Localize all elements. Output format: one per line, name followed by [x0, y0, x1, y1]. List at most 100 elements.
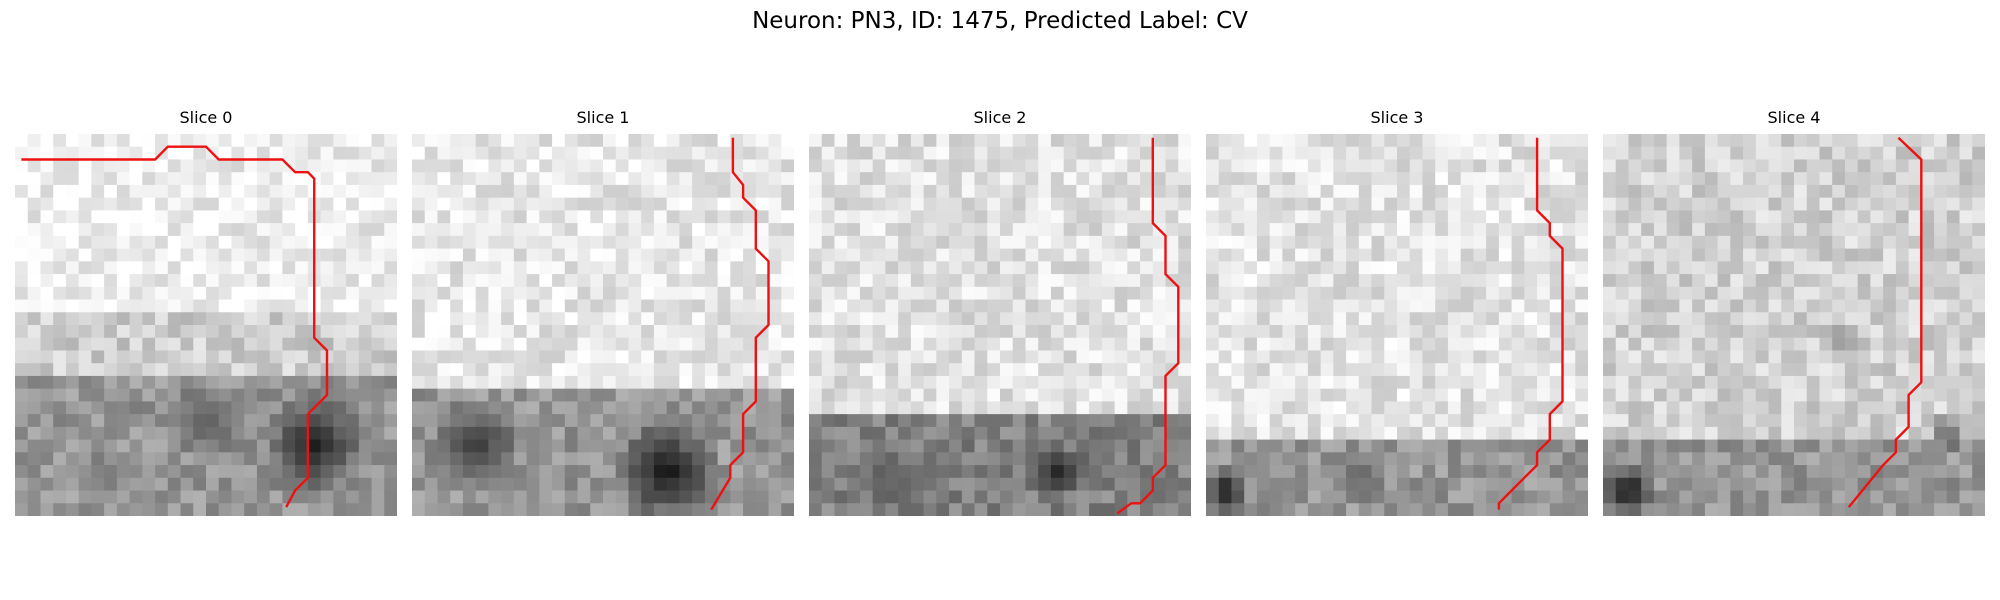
pixel-cell: [679, 426, 693, 441]
pixel-cell: [488, 248, 502, 262]
pixel-cell: [1883, 490, 1897, 504]
pixel-cell: [53, 375, 67, 390]
pixel-cell: [898, 350, 912, 364]
pixel-cell: [1717, 274, 1731, 288]
pixel-cell: [885, 388, 899, 402]
pixel-cell: [346, 363, 360, 377]
pixel-cell: [1152, 261, 1167, 275]
pixel-cell: [1921, 159, 1935, 173]
pixel-cell: [1038, 452, 1052, 466]
pixel-cell: [1409, 439, 1424, 453]
pixel-cell: [1371, 375, 1385, 390]
pixel-cell: [961, 197, 976, 211]
pixel-cell: [781, 503, 794, 516]
pixel-cell: [666, 388, 680, 402]
pixel-cell: [809, 235, 823, 250]
pixel-cell: [1295, 465, 1309, 479]
pixel-cell: [1076, 401, 1090, 415]
pixel-cell: [1101, 146, 1116, 161]
pixel-cell: [743, 363, 757, 377]
pixel-cell: [424, 337, 439, 352]
pixel-cell: [1101, 223, 1116, 237]
pixel-cell: [603, 146, 617, 161]
pixel-cell: [1794, 452, 1808, 466]
pixel-cell: [346, 159, 360, 173]
pixel-cell: [885, 439, 899, 453]
pixel-cell: [1140, 426, 1154, 441]
pixel-cell: [1114, 299, 1128, 313]
pixel-cell: [282, 363, 296, 377]
pixel-cell: [1743, 490, 1757, 504]
pixel-cell: [859, 159, 874, 173]
pixel-cell: [142, 452, 156, 466]
pixel-cell: [129, 388, 143, 402]
pixel-cell: [346, 146, 360, 161]
pixel-cell: [1447, 312, 1462, 326]
pixel-cell: [1844, 159, 1859, 173]
pixel-cell: [1038, 337, 1052, 352]
pixel-cell: [1908, 350, 1922, 364]
pixel-cell: [936, 325, 950, 339]
pixel-cell: [1743, 210, 1757, 224]
pixel-cell: [1384, 414, 1398, 428]
pixel-cell: [755, 197, 770, 211]
pixel-cell: [424, 363, 439, 377]
pixel-cell: [1524, 490, 1538, 504]
pixel-cell: [371, 477, 385, 492]
pixel-cell: [1140, 439, 1154, 453]
pixel-cell: [1460, 363, 1474, 377]
pixel-cell: [692, 235, 706, 250]
pixel-cell: [40, 490, 54, 504]
pixel-cell: [78, 465, 92, 479]
pixel-cell: [155, 414, 169, 428]
pixel-cell: [1282, 299, 1296, 313]
pixel-cell: [142, 490, 156, 504]
pixel-cell: [552, 490, 566, 504]
pixel-cell: [898, 312, 912, 326]
pixel-cell: [1346, 159, 1360, 173]
pixel-cell: [1641, 325, 1655, 339]
pixel-cell: [552, 465, 566, 479]
pixel-cell: [244, 363, 258, 377]
pixel-cell: [1269, 134, 1283, 148]
pixel-cell: [1511, 159, 1525, 173]
pixel-cell: [193, 146, 207, 161]
pixel-cell: [1244, 363, 1258, 377]
pixel-cell: [755, 146, 770, 161]
pixel-cell: [1089, 388, 1103, 402]
pixel-cell: [768, 159, 782, 173]
pixel-cell: [1562, 286, 1576, 301]
pixel-cell: [256, 235, 271, 250]
pixel-cell: [923, 401, 937, 415]
pixel-cell: [1730, 490, 1744, 504]
pixel-cell: [1615, 223, 1630, 237]
pixel-cell: [1666, 312, 1680, 326]
pixel-cell: [1959, 388, 1973, 402]
pixel-cell: [1755, 248, 1770, 262]
pixel-cell: [1575, 299, 1588, 313]
pixel-cell: [15, 235, 29, 250]
pixel-cell: [1346, 146, 1360, 161]
pixel-cell: [603, 261, 617, 275]
pixel-cell: [15, 312, 29, 326]
pixel-cell: [1165, 465, 1179, 479]
pixel-cell: [910, 414, 925, 428]
pixel-cell: [193, 274, 207, 288]
pixel-cell: [1140, 172, 1154, 186]
pixel-cell: [1641, 414, 1655, 428]
pixel-cell: [885, 337, 899, 352]
pixel-cell: [282, 235, 296, 250]
pixel-cell: [488, 146, 502, 161]
pixel-cell: [244, 426, 258, 441]
pixel-cell: [974, 286, 988, 301]
pixel-cell: [1743, 172, 1757, 186]
pixel-cell: [1498, 337, 1513, 352]
pixel-cell: [206, 477, 220, 492]
pixel-cell: [1934, 261, 1948, 275]
pixel-cell: [475, 299, 489, 313]
pixel-cell: [424, 401, 439, 415]
pixel-cell: [1549, 477, 1564, 492]
pixel-cell: [180, 337, 194, 352]
pixel-cell: [501, 350, 515, 364]
pixel-cell: [539, 248, 553, 262]
